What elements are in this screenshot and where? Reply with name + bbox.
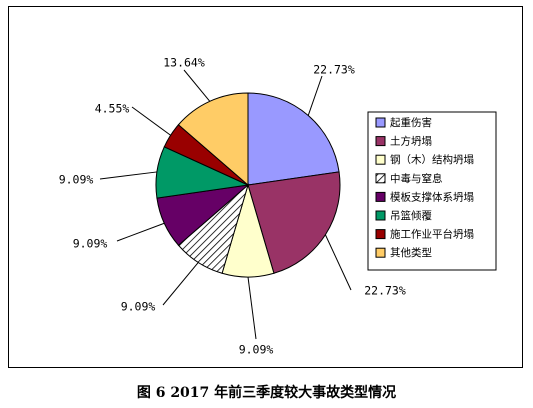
leader-line [99, 171, 157, 180]
pie-slice [247, 171, 341, 274]
data-label: 9.09% [121, 300, 156, 314]
leader-line [162, 262, 199, 306]
legend-swatch [375, 191, 386, 202]
legend-swatch [375, 229, 386, 240]
legend-label: 其他类型 [390, 246, 432, 259]
legend-label: 土方坍塌 [390, 135, 432, 148]
legend-label: 中毒与窒息 [390, 172, 443, 185]
legend-label: 钢（木）结构坍塌 [390, 153, 474, 166]
data-label: 9.09% [239, 343, 274, 357]
legend-swatch [375, 210, 386, 221]
legend-label: 起重伤害 [390, 116, 432, 129]
leader-line [247, 276, 257, 340]
data-label: 13.64% [163, 56, 205, 70]
figure-caption: 图 6 2017 年前三季度较大事故类型情况 [136, 385, 397, 401]
legend-swatch [375, 154, 386, 165]
legend-swatch [375, 247, 386, 258]
legend-label: 模板支撑体系坍塌 [390, 190, 474, 203]
data-label: 22.73% [364, 284, 406, 298]
data-label: 9.09% [73, 237, 108, 251]
data-label: 9.09% [59, 173, 94, 187]
legend-swatch [375, 136, 386, 147]
leader-line [131, 106, 171, 136]
leader-line [116, 222, 165, 242]
legend-swatch [375, 173, 386, 184]
legend: 起重伤害土方坍塌钢（木）结构坍塌中毒与窒息模板支撑体系坍塌吊篮倾覆施工作业平台坍… [367, 111, 497, 271]
legend-label: 吊篮倾覆 [390, 209, 432, 222]
legend-label: 施工作业平台坍塌 [390, 228, 474, 241]
pie-slice [247, 92, 340, 186]
leader-line [307, 75, 323, 116]
legend-box [367, 111, 497, 271]
leader-line [324, 234, 352, 291]
data-label: 22.73% [313, 63, 355, 77]
data-label: 4.55% [95, 102, 130, 116]
legend-swatch [375, 117, 386, 128]
leader-line [183, 69, 211, 102]
